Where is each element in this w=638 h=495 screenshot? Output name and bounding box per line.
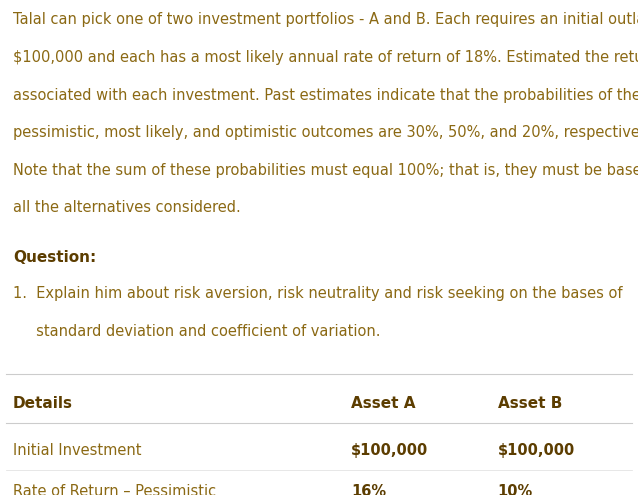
Text: $100,000: $100,000 [351, 443, 428, 458]
Text: pessimistic, most likely, and optimistic outcomes are 30%, 50%, and 20%, respect: pessimistic, most likely, and optimistic… [13, 125, 638, 140]
Text: Initial Investment: Initial Investment [13, 443, 141, 458]
Text: Asset B: Asset B [498, 396, 562, 411]
Text: associated with each investment. Past estimates indicate that the probabilities : associated with each investment. Past es… [13, 88, 638, 102]
Text: $100,000 and each has a most likely annual rate of return of 18%. Estimated the : $100,000 and each has a most likely annu… [13, 50, 638, 65]
Text: Talal can pick one of two investment portfolios - A and B. Each requires an init: Talal can pick one of two investment por… [13, 12, 638, 27]
Text: 10%: 10% [498, 484, 533, 495]
Text: all the alternatives considered.: all the alternatives considered. [13, 200, 241, 215]
Text: $100,000: $100,000 [498, 443, 575, 458]
Text: Rate of Return – Pessimistic: Rate of Return – Pessimistic [13, 484, 216, 495]
Text: Asset A: Asset A [351, 396, 415, 411]
Text: Note that the sum of these probabilities must equal 100%; that is, they must be : Note that the sum of these probabilities… [13, 163, 638, 178]
Text: 16%: 16% [351, 484, 386, 495]
Text: 1.  Explain him about risk aversion, risk neutrality and risk seeking on the bas: 1. Explain him about risk aversion, risk… [13, 286, 622, 301]
Text: Details: Details [13, 396, 73, 411]
Text: Question:: Question: [13, 250, 96, 265]
Text: standard deviation and coefficient of variation.: standard deviation and coefficient of va… [13, 324, 380, 339]
